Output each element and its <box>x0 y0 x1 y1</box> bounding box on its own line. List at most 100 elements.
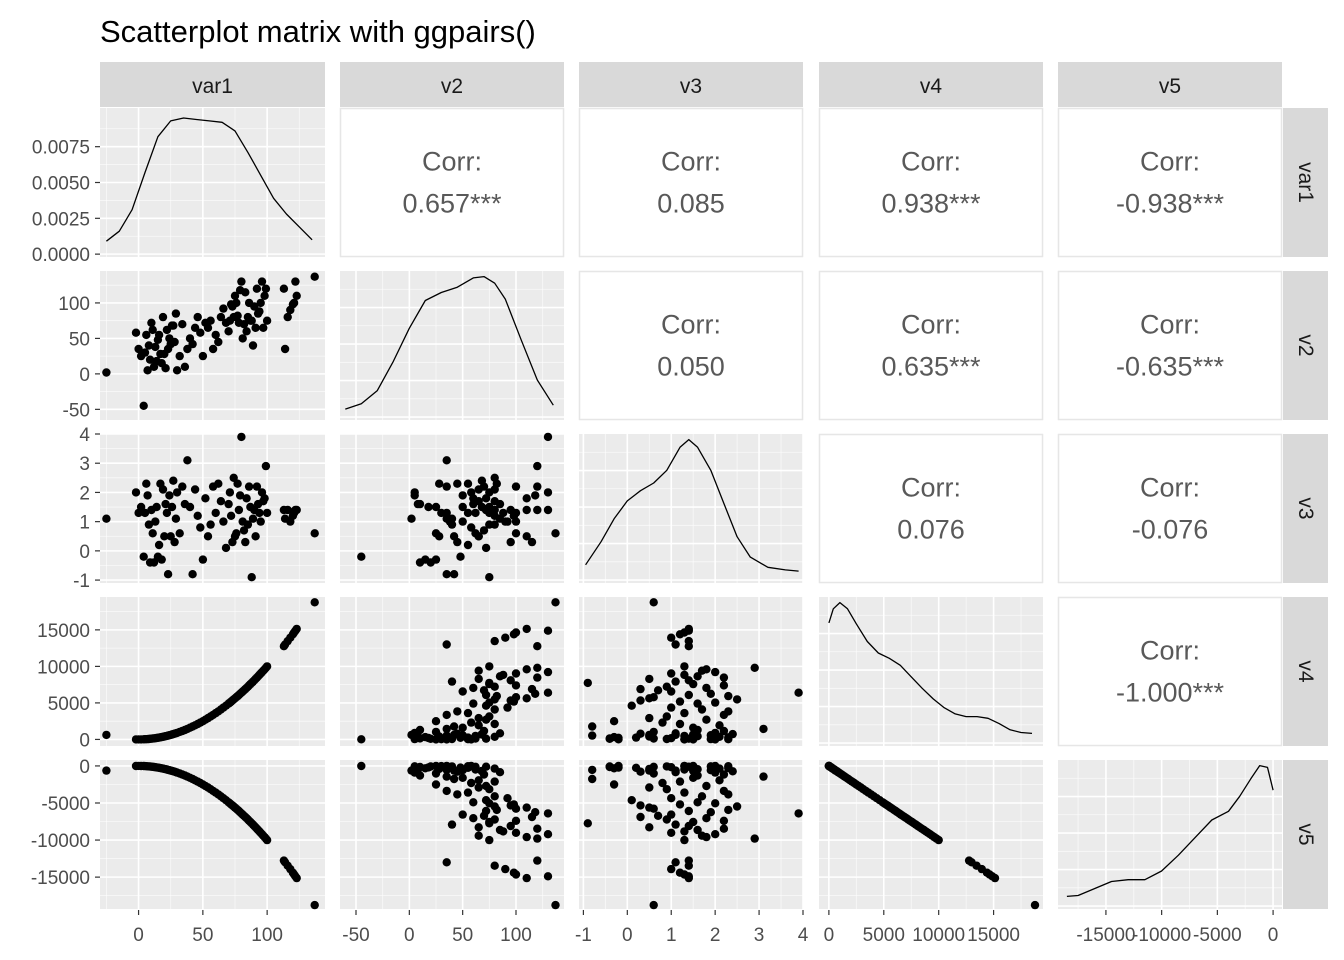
corr-panel-v4-v5 <box>1057 596 1283 747</box>
point-v5-v3 <box>702 781 711 791</box>
point-v2-var1 <box>196 328 205 337</box>
point-v5-v2 <box>453 767 462 776</box>
point-v5-v3 <box>697 792 707 801</box>
point-v4-v3 <box>702 683 711 693</box>
strip-top-v3 <box>579 62 803 107</box>
point-v2-var1 <box>232 298 241 308</box>
point-v2-var1 <box>259 323 268 332</box>
point-v3-v2 <box>490 505 499 515</box>
point-v5-v2 <box>485 835 494 845</box>
point-v4-v3 <box>671 677 680 686</box>
point-v5-v3 <box>732 802 742 811</box>
point-v5-v2 <box>469 798 478 807</box>
point-v5-v2 <box>511 870 521 879</box>
x-tick-label-var1: 0 <box>133 925 144 946</box>
point-v3-v2 <box>551 529 560 538</box>
point-v3-v2 <box>543 432 553 442</box>
point-v2-var1 <box>224 327 233 336</box>
point-v5-v3 <box>583 819 592 828</box>
point-v5-v2 <box>511 816 521 825</box>
y-tick-label-v2: 50 <box>69 329 90 350</box>
point-v3-v2 <box>533 505 542 515</box>
point-v2-var1 <box>161 364 170 373</box>
corr-value-var1-v5: -0.938*** <box>1116 189 1225 219</box>
point-v3-v2 <box>495 499 505 509</box>
point-v5-v3 <box>715 776 724 785</box>
point-v5-v3 <box>684 873 693 883</box>
point-v3-var1 <box>224 499 233 509</box>
point-v3-v2 <box>442 456 451 465</box>
point-v2-var1 <box>193 312 202 322</box>
point-v3-var1 <box>165 491 174 500</box>
point-v4-v3 <box>636 684 645 694</box>
y-tick-label-v3: 4 <box>79 425 90 446</box>
corr-panel-var1-v3 <box>578 107 804 258</box>
point-v4-v2 <box>533 642 542 651</box>
point-v5-v2 <box>431 780 441 789</box>
point-v3-var1 <box>148 529 157 538</box>
point-v4-v3 <box>636 729 645 738</box>
point-v3-var1 <box>242 494 251 503</box>
panel-v2-v2 <box>340 271 564 420</box>
point-v4-v2 <box>511 669 521 678</box>
y-tick-label-v5: -10000 <box>31 831 90 852</box>
point-v3-var1 <box>190 485 200 494</box>
x-tick-label-v4: 5000 <box>863 925 905 946</box>
x-tick-label-v3: -1 <box>575 925 592 946</box>
point-v5-v2 <box>469 814 478 823</box>
point-v4-v3 <box>609 717 619 726</box>
point-v3-v2 <box>522 494 531 503</box>
point-v3-v2 <box>357 552 366 561</box>
panel-v5-v5 <box>1058 760 1282 909</box>
point-v5-v2 <box>357 761 366 771</box>
x-tick-label-v3: 2 <box>710 925 721 946</box>
y-tick-label-v5: -15000 <box>31 868 90 889</box>
point-v2-var1 <box>291 277 300 286</box>
x-tick-label-v3: 3 <box>754 925 765 946</box>
point-v2-var1 <box>310 272 319 281</box>
point-v3-v2 <box>463 540 473 550</box>
point-v4-v2 <box>551 598 560 607</box>
point-v3-v2 <box>458 502 467 512</box>
point-v2-var1 <box>260 291 269 300</box>
point-v4-v2 <box>467 718 476 727</box>
point-v5-v3 <box>662 815 671 824</box>
x-tick-label-v2: -50 <box>342 925 369 946</box>
point-v2-var1 <box>252 284 262 293</box>
point-v3-v2 <box>543 488 553 497</box>
point-v4-v3 <box>649 727 658 737</box>
density-curve-v5 <box>1066 764 1274 898</box>
y-tick-label-var1: 0.0000 <box>32 245 90 266</box>
point-v2-var1 <box>251 323 260 332</box>
point-v4-v2 <box>543 688 553 697</box>
point-v4-v2 <box>543 626 553 635</box>
point-v3-v2 <box>435 479 444 488</box>
point-v3-var1 <box>196 523 205 532</box>
point-v3-var1 <box>161 499 170 509</box>
point-v3-v2 <box>511 529 521 538</box>
point-v4-v2 <box>415 725 425 735</box>
point-v4-v2 <box>471 731 480 741</box>
point-v4-v3 <box>583 678 592 688</box>
point-v3-var1 <box>169 476 178 485</box>
point-v5-v3 <box>719 816 729 825</box>
point-v3-v2 <box>442 514 451 523</box>
y-tick-label-v4: 10000 <box>37 657 90 678</box>
point-v5-v3 <box>719 770 729 779</box>
point-v4-v2 <box>442 710 451 720</box>
point-v5-v2 <box>543 809 553 818</box>
strip-top-v4 <box>819 62 1043 107</box>
strip-right-v3 <box>1283 434 1328 583</box>
point-v2-var1 <box>171 309 181 318</box>
point-v4-v3 <box>662 682 671 691</box>
corr-panel-v2-v3 <box>578 270 804 421</box>
point-v3-var1 <box>183 456 192 465</box>
point-v3-var1 <box>221 543 231 553</box>
corr-label-v2-v4: Corr: <box>901 310 961 340</box>
point-v5-v4 <box>990 873 1000 883</box>
point-v3-v2 <box>501 517 510 526</box>
strip-top-label-v3: v3 <box>680 75 702 98</box>
corr-panel-var1-v5 <box>1057 107 1283 258</box>
point-v4-v3 <box>719 673 729 682</box>
